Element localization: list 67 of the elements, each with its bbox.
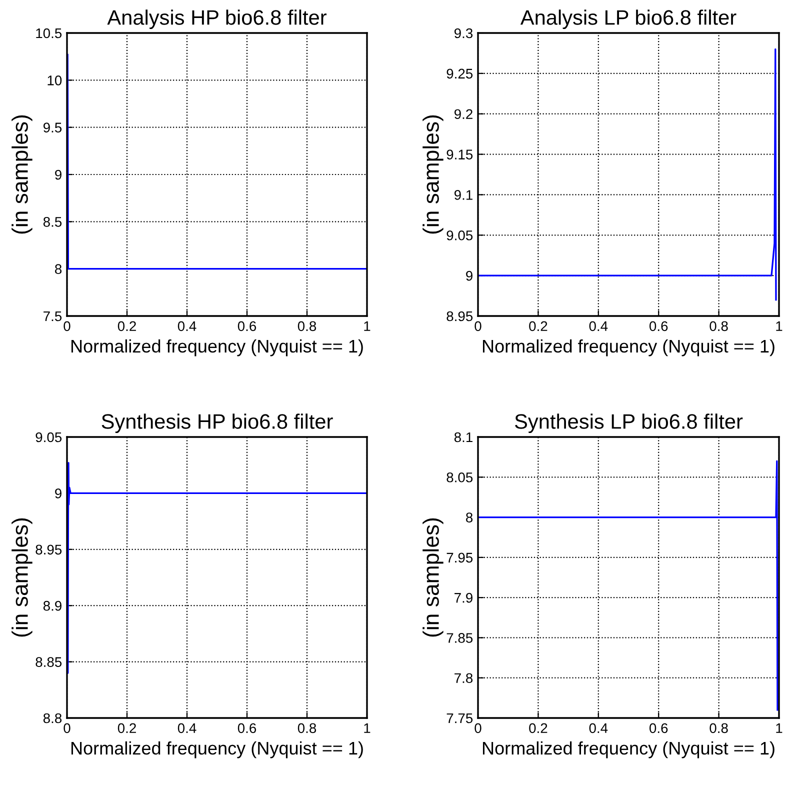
- y-tick-label: 7.9: [454, 592, 472, 603]
- chart-title: Analysis HP bio6.8 filter: [107, 10, 326, 29]
- y-tick-label: 7.5: [44, 311, 62, 322]
- chart-title: Synthesis HP bio6.8 filter: [102, 414, 333, 433]
- x-tick-label: 0.6: [238, 321, 256, 332]
- x-tick-label: 0: [64, 321, 70, 332]
- y-tick-label: 9.5: [43, 122, 62, 133]
- y-tick-label: 10: [48, 76, 62, 86]
- x-tick-label: 1: [776, 321, 782, 331]
- y-tick-label: 7.75: [446, 713, 473, 724]
- x-tick-label: 1: [364, 321, 370, 331]
- chart-title: Synthesis LP bio6.8 filter: [514, 414, 743, 433]
- line-series: [67, 462, 367, 674]
- x-tick-label: 0.4: [589, 723, 608, 734]
- y-tick-label: 8: [466, 512, 473, 522]
- y-axis-title: (in samples): [12, 518, 32, 637]
- y-tick-label: 7.8: [454, 673, 473, 684]
- x-tick-label: 0.8: [298, 321, 316, 332]
- y-tick-label: 8.95: [446, 311, 473, 322]
- y-tick-label: 9.25: [446, 68, 473, 79]
- y-tick-label: 8.85: [36, 657, 62, 667]
- chart-title: Analysis LP bio6.8 filter: [520, 10, 736, 29]
- y-tick-label: 8: [55, 264, 62, 274]
- y-tick-label: 9: [55, 170, 62, 180]
- x-tick-label: 0: [474, 321, 482, 332]
- y-tick-label: 9.3: [454, 28, 473, 38]
- y-axis-title: (in samples): [422, 518, 444, 637]
- y-tick-label: 8.95: [36, 544, 62, 555]
- y-tick-label: 8.8: [43, 713, 62, 724]
- x-axis-title: Normalized frequency (Nyquist == 1): [482, 339, 774, 356]
- x-tick-label: 0: [474, 723, 482, 734]
- y-tick-label: 9.2: [454, 109, 472, 120]
- y-tick-label: 9.15: [446, 150, 473, 160]
- x-tick-label: 0.4: [589, 321, 608, 332]
- y-tick-label: 9: [466, 270, 472, 281]
- x-axis-title: Normalized frequency (Nyquist == 1): [71, 741, 363, 758]
- y-tick-label: 9.1: [454, 190, 472, 200]
- x-axis-title: Normalized frequency (Nyquist == 1): [71, 339, 363, 356]
- x-tick-label: 0: [64, 723, 70, 734]
- y-tick-label: 8.1: [454, 432, 472, 442]
- y-tick-label: 9.05: [446, 230, 473, 240]
- x-tick-label: 0.2: [529, 321, 548, 332]
- x-tick-label: 0.4: [178, 321, 196, 332]
- x-tick-label: 0.6: [649, 723, 668, 734]
- x-tick-label: 1: [364, 723, 370, 733]
- x-tick-label: 0.8: [298, 723, 316, 734]
- y-axis-title: (in samples): [12, 115, 32, 234]
- line-series: [478, 48, 777, 301]
- x-tick-label: 0.2: [118, 723, 136, 734]
- y-tick-label: 7.85: [446, 633, 473, 643]
- x-tick-label: 0.8: [710, 723, 728, 734]
- y-tick-label: 10.5: [36, 28, 62, 38]
- y-tick-label: 9.05: [36, 432, 62, 442]
- x-tick-label: 0.6: [649, 321, 668, 332]
- y-tick-label: 9: [55, 488, 62, 498]
- x-tick-label: 0.6: [238, 723, 256, 734]
- y-tick-label: 8.05: [446, 472, 473, 482]
- x-tick-label: 0.4: [178, 723, 196, 734]
- y-tick-label: 8.5: [43, 217, 62, 227]
- y-axis-title: (in samples): [422, 115, 444, 234]
- y-tick-label: 8.9: [43, 600, 62, 611]
- x-axis-title: Normalized frequency (Nyquist == 1): [482, 741, 774, 758]
- y-tick-label: 7.95: [446, 552, 473, 563]
- x-tick-label: 0.2: [529, 723, 548, 734]
- x-tick-label: 1: [776, 723, 782, 733]
- x-tick-label: 0.8: [710, 321, 728, 332]
- x-tick-label: 0.2: [118, 321, 136, 332]
